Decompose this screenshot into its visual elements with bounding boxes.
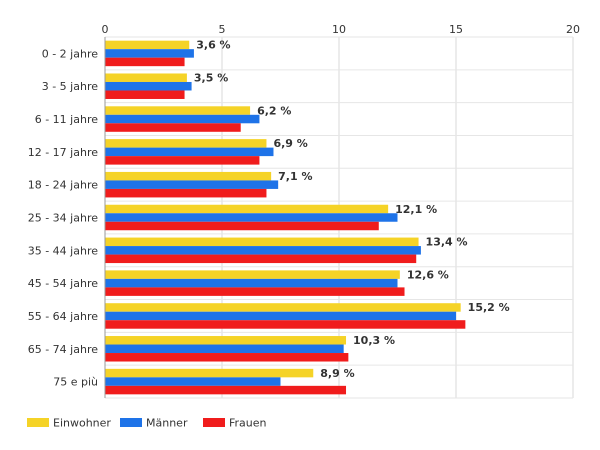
bar-männer [105,49,194,58]
bar-frauen [105,287,405,296]
bar-einwohner [105,40,190,50]
legend-label: Einwohner [53,417,111,430]
bar-frauen [105,123,241,132]
data-label: 6,9 % [273,137,307,150]
bar-männer [105,278,398,288]
bar-männer [105,344,344,354]
category-label: 6 - 11 jahre [35,113,99,126]
data-label: 10,3 % [353,334,395,347]
legend-label: Frauen [229,417,267,430]
bar-frauen [105,156,260,165]
bar-einwohner [105,106,251,115]
category-label: 12 - 17 jahre [28,146,99,159]
bar-frauen [105,90,185,99]
legend-swatch-frauen [203,418,225,427]
x-tick-label: 0 [102,23,109,36]
category-label: 45 - 54 jahre [28,277,99,290]
bar-männer [105,147,274,157]
data-label: 3,5 % [194,71,228,84]
bar-frauen [105,320,466,329]
data-label: 12,6 % [407,268,449,281]
legend-swatch-einwohner [27,418,49,427]
data-label: 15,2 % [468,301,510,314]
bar-einwohner [105,171,272,181]
bar-männer [105,311,456,321]
legend-label: Männer [146,417,188,430]
bar-einwohner [105,336,347,345]
bar-männer [105,377,281,386]
category-label: 35 - 44 jahre [28,244,99,257]
data-label: 7,1 % [278,170,312,183]
bar-frauen [105,57,185,67]
bar-einwohner [105,73,187,82]
bar-einwohner [105,139,267,148]
bar-frauen [105,385,347,395]
bar-männer [105,114,260,124]
x-tick-label: 15 [449,23,463,36]
bar-frauen [105,254,417,264]
bar-frauen [105,188,267,198]
bar-männer [105,213,398,222]
category-label: 65 - 74 jahre [28,343,99,356]
bar-einwohner [105,270,400,279]
bar-einwohner [105,368,314,378]
category-label: 25 - 34 jahre [28,212,99,225]
x-tick-label: 20 [566,23,580,36]
data-label: 3,6 % [196,39,230,52]
bar-einwohner [105,303,461,312]
legend-swatch-männer [120,418,142,427]
data-label: 12,1 % [395,203,437,216]
category-label: 3 - 5 jahre [42,80,99,93]
bar-männer [105,180,279,189]
bar-männer [105,246,421,255]
category-label: 0 - 2 jahre [42,47,99,60]
bar-frauen [105,353,349,362]
category-label: 18 - 24 jahre [28,179,99,192]
data-label: 13,4 % [426,236,468,249]
category-label: 75 e più [53,376,98,389]
bar-männer [105,81,192,91]
x-tick-label: 10 [332,23,346,36]
data-label: 6,2 % [257,104,291,117]
bar-einwohner [105,237,419,247]
x-tick-label: 5 [219,23,226,36]
bar-frauen [105,221,379,231]
bar-einwohner [105,204,389,214]
category-label: 55 - 64 jahre [28,310,99,323]
data-label: 8,9 % [320,367,354,380]
